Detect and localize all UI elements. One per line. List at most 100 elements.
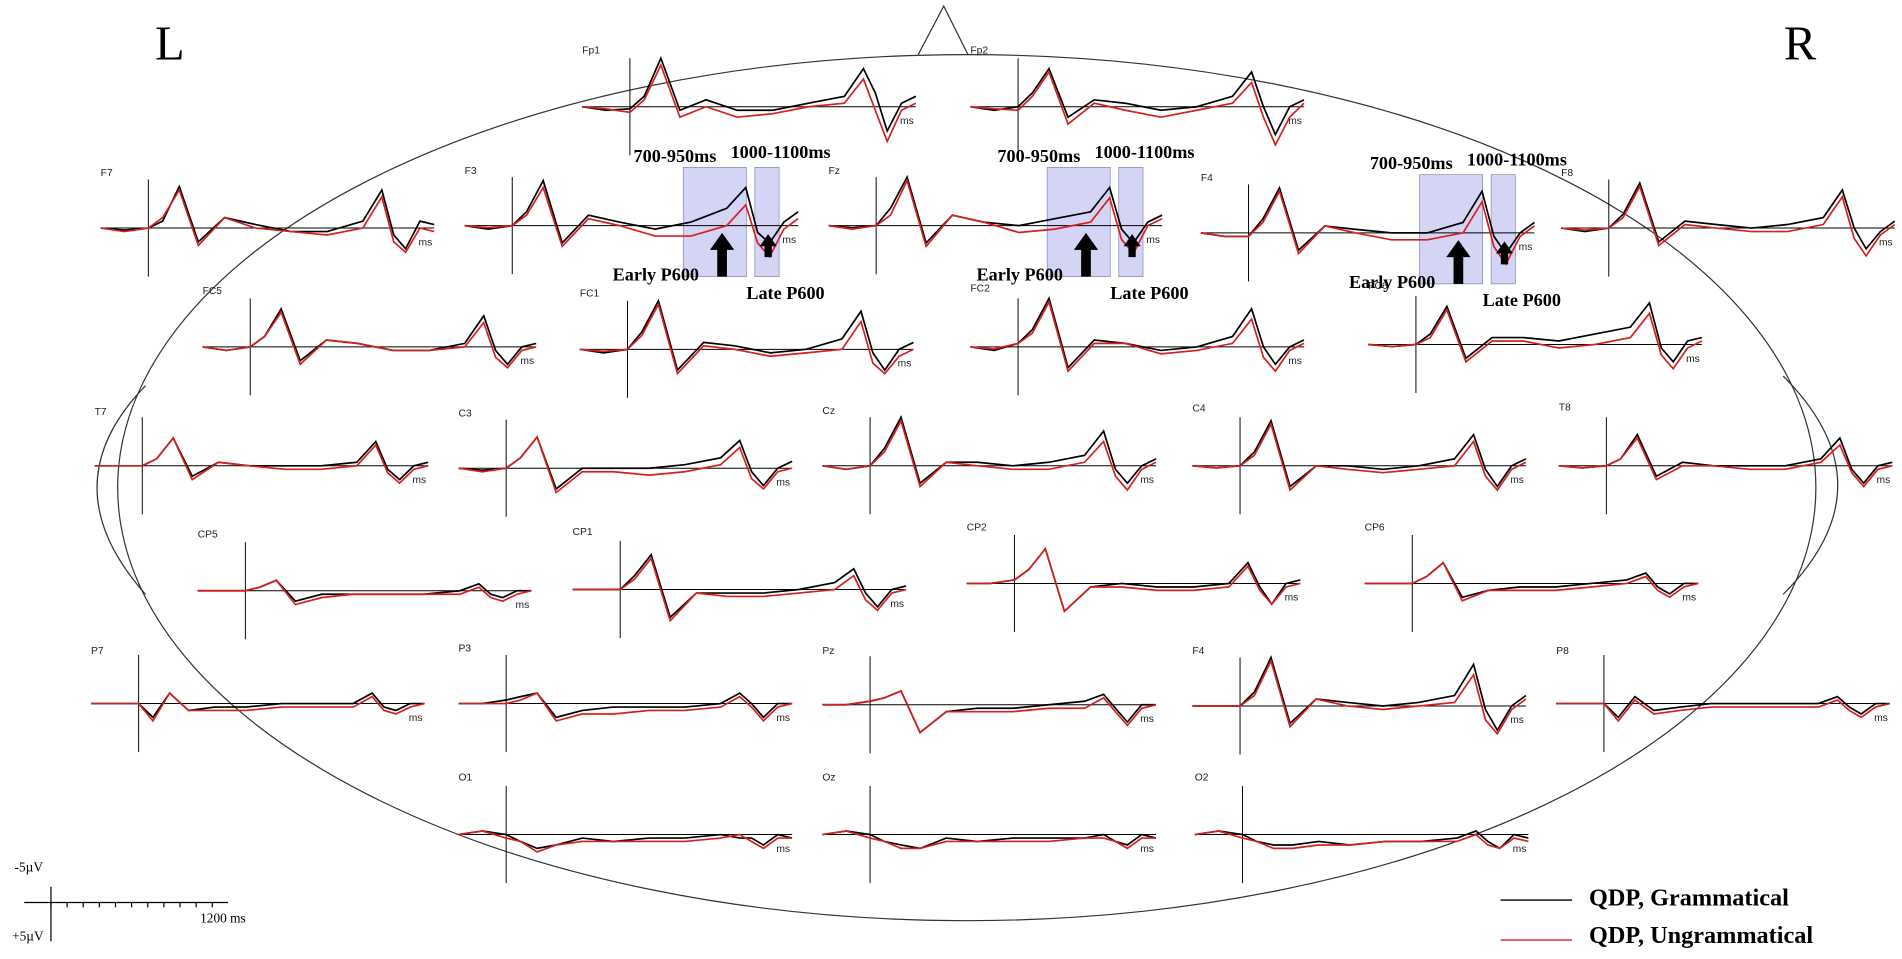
electrode-label: FC1 — [580, 288, 600, 299]
electrode-panel: F4 ms — [1192, 646, 1527, 755]
x-unit-label: ms — [412, 475, 426, 486]
erp-waveform — [572, 556, 907, 623]
erp-waveform — [582, 62, 917, 144]
x-unit-label: ms — [776, 713, 790, 724]
x-unit-label: ms — [1877, 475, 1891, 486]
erp-waveform — [458, 692, 793, 723]
x-unit-label: ms — [1140, 475, 1154, 486]
window-label: 700-950ms — [634, 146, 717, 166]
erp-waveform — [582, 55, 917, 134]
erp-waveform — [458, 830, 793, 853]
x-unit-label: ms — [1288, 116, 1302, 127]
nose — [917, 4, 969, 55]
erp-waveform — [1200, 189, 1535, 266]
electrode-panel: Oz ms — [822, 772, 1157, 884]
electrode-label: T7 — [95, 407, 107, 418]
electrode-panel: CP1 ms — [572, 527, 907, 639]
erp-waveform — [822, 415, 1157, 485]
left-label: L — [155, 18, 185, 71]
electrode-label: F4 — [1201, 173, 1213, 184]
early-window — [1419, 174, 1484, 285]
electrode-panel: C4 ms — [1192, 404, 1527, 515]
right-ear — [1782, 375, 1839, 595]
electrode-panel: F4 ms 700-950ms 1000-1100ms Early P600 Late P… — [1200, 150, 1567, 310]
electrode-panel: CP6 ms — [1365, 522, 1699, 632]
erp-waveform — [970, 299, 1305, 373]
x-unit-label: ms — [1285, 593, 1299, 604]
electrode-panel: F8 ms — [1561, 168, 1896, 277]
erp-waveform — [458, 435, 793, 491]
x-unit-label: ms — [1513, 844, 1527, 855]
electrode-label: FC5 — [203, 286, 223, 297]
electrode-panel: Fz ms 700-950ms 1000-1100ms Early P600 Late P… — [828, 142, 1195, 303]
erp-waveform — [966, 546, 1301, 613]
electrode-panel: C3 ms — [458, 408, 793, 517]
erp-waveform — [966, 546, 1301, 613]
electrode-panel: P7 ms — [90, 646, 425, 753]
erp-waveform — [1368, 301, 1703, 364]
arrow — [1123, 234, 1141, 258]
electrode-panel: P3 ms — [458, 644, 793, 753]
x-unit-label: ms — [418, 237, 432, 248]
electrode-panel: T7 ms — [94, 407, 429, 515]
arrow — [759, 234, 777, 258]
x-unit-label: ms — [1140, 844, 1154, 855]
erp-waveform — [100, 184, 435, 251]
erp-waveform — [1558, 432, 1893, 485]
electrode-label: CP6 — [1365, 522, 1385, 533]
component-label: Early P600 — [613, 265, 699, 285]
x-unit-label: ms — [900, 116, 914, 127]
electrode-label: CP2 — [967, 522, 987, 533]
electrode-panel: Fp1 ms — [582, 46, 917, 156]
electrode-panel: F7 ms — [100, 168, 435, 277]
late-window — [1490, 174, 1516, 285]
erp-waveform — [458, 830, 793, 850]
electrode-label: T8 — [1559, 402, 1571, 413]
erp-waveform — [1556, 698, 1891, 723]
electrode-label: O1 — [459, 772, 473, 783]
electrode-panel: Fp2 ms — [970, 46, 1305, 156]
late-window — [754, 167, 780, 277]
arrow — [1446, 240, 1471, 284]
window-label: 700-950ms — [997, 146, 1080, 166]
x-unit-label: ms — [776, 477, 790, 488]
erp-waveform — [1200, 185, 1535, 256]
erp-waveform — [828, 178, 1163, 255]
erp-waveform — [458, 435, 793, 494]
electrode-panel: F3 ms 700-950ms 1000-1100ms Early P600 Late P… — [464, 142, 831, 303]
electrode-label: C3 — [459, 408, 472, 419]
erp-waveform — [822, 830, 1157, 850]
x-unit-label: ms — [1510, 715, 1524, 726]
erp-waveform — [202, 310, 537, 369]
erp-waveform — [1194, 830, 1529, 850]
x-unit-label: ms — [1519, 242, 1533, 253]
component-label: Early P600 — [977, 265, 1063, 285]
arrow — [1495, 241, 1513, 265]
electrode-panel: CP5 ms — [197, 530, 532, 640]
erp-waveform — [90, 691, 425, 723]
erp-waveform — [1364, 561, 1699, 602]
x-unit-label: ms — [1288, 356, 1302, 367]
erp-waveform — [464, 185, 799, 259]
erp-waveform — [94, 436, 429, 481]
erp-waveform — [1192, 655, 1527, 732]
arrow — [709, 232, 735, 277]
x-unit-label: ms — [1510, 475, 1524, 486]
electrode-label: P3 — [459, 644, 472, 655]
arrow — [1073, 232, 1099, 277]
x-unit-label: ms — [1879, 237, 1893, 248]
erp-waveform — [90, 691, 425, 719]
component-label: Late P600 — [1483, 290, 1561, 310]
erp-waveform — [970, 70, 1305, 147]
electrode-panel: T8 ms — [1558, 402, 1893, 515]
electrode-panel: FC2 ms — [970, 283, 1305, 396]
electrode-panel: FC5 ms — [202, 286, 537, 396]
x-unit-label: ms — [520, 356, 534, 367]
x-unit-label: ms — [409, 713, 423, 724]
erp-waveform — [197, 579, 532, 606]
electrode-panel: Cz ms — [822, 406, 1157, 515]
erp-waveform — [458, 692, 793, 719]
electrode-label: P8 — [1556, 646, 1569, 657]
